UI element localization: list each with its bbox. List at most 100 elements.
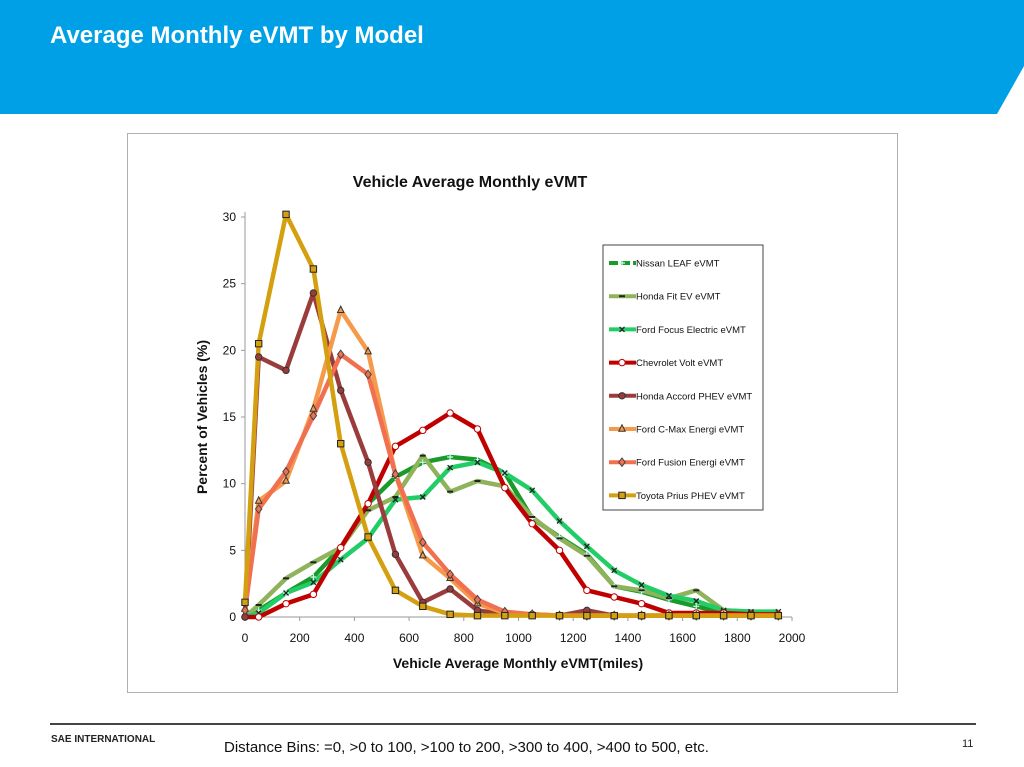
x-tick-label: 200 [290,631,310,645]
legend-marker [617,423,627,432]
x-tick-label: 800 [454,631,474,645]
data-point-honda-accord-phev-evmt [391,550,400,559]
y-tick-label: 20 [223,343,237,357]
data-point-ford-focus-electric-evmt [337,556,344,563]
data-point-toyota-prius-phev-evmt [309,265,318,273]
data-point-chevrolet-volt-evmt [282,599,290,608]
data-point-toyota-prius-phev-evmt [637,611,646,620]
distance-bins-note: Distance Bins: =0, >0 to 100, >100 to 20… [224,739,709,756]
data-point-ford-focus-electric-evmt [283,590,289,596]
data-point-chevrolet-volt-evmt [610,593,618,601]
data-point-honda-accord-phev-evmt [282,366,290,375]
data-point-ford-c-max-energi-evmt [282,475,291,484]
data-point-chevrolet-volt-evmt [583,586,591,595]
legend-marker [619,326,625,333]
data-point-chevrolet-volt-evmt [364,499,372,508]
data-point-ford-focus-electric-evmt [611,567,618,574]
data-point-nissan-leaf-evmt [310,574,317,580]
data-point-ford-c-max-energi-evmt [418,550,427,559]
slide-title: Average Monthly eVMT by Model [50,22,424,49]
data-point-toyota-prius-phev-evmt [337,439,345,448]
data-point-ford-fusion-energi-evmt [336,349,345,360]
data-point-toyota-prius-phev-evmt [583,611,591,620]
x-tick-label: 2000 [779,631,806,645]
data-point-chevrolet-volt-evmt [337,543,345,552]
legend-label-ford-focus-electric-evmt: Ford Focus Electric eVMT [636,325,746,336]
data-point-ford-fusion-energi-evmt [418,537,427,548]
legend-label-ford-c-max-energi-evmt: Ford C-Max Energi eVMT [636,425,744,436]
legend-marker [618,457,626,468]
data-point-toyota-prius-phev-evmt [692,611,700,620]
data-point-ford-fusion-energi-evmt [254,503,263,515]
data-point-ford-fusion-energi-evmt [282,466,290,477]
data-point-ford-focus-electric-evmt [310,579,317,586]
y-tick-label: 0 [229,610,236,624]
data-point-ford-focus-electric-evmt [419,494,426,500]
data-point-chevrolet-volt-evmt [501,483,509,492]
x-tick-label: 1600 [669,631,696,645]
data-point-ford-focus-electric-evmt [665,592,672,599]
x-tick-label: 0 [242,631,249,645]
data-point-ford-fusion-energi-evmt [309,410,318,421]
data-point-toyota-prius-phev-evmt [391,586,400,595]
legend-label-honda-fit-ev-evmt: Honda Fit EV eVMT [636,292,721,303]
chart-frame [127,133,898,693]
x-tick-label: 600 [399,631,419,645]
data-point-toyota-prius-phev-evmt [473,611,482,620]
legend-marker [618,392,626,400]
data-point-chevrolet-volt-evmt [555,546,564,555]
data-point-ford-focus-electric-evmt [501,470,508,476]
x-axis-label: Vehicle Average Monthly eVMT(miles) [393,655,643,671]
data-point-toyota-prius-phev-evmt [774,611,783,620]
data-point-chevrolet-volt-evmt [637,599,646,608]
data-point-ford-focus-electric-evmt [447,464,454,471]
page-number: 11 [962,738,974,750]
y-tick-label: 30 [223,210,237,224]
data-point-honda-accord-phev-evmt [254,353,263,361]
data-point-chevrolet-volt-evmt [446,409,454,417]
data-point-chevrolet-volt-evmt [309,590,318,599]
data-point-ford-fusion-energi-evmt [391,469,400,480]
title-banner [0,0,1024,114]
data-point-ford-focus-electric-evmt [529,487,536,494]
data-point-chevrolet-volt-evmt [473,425,482,433]
data-point-toyota-prius-phev-evmt [419,602,427,611]
y-axis-label: Percent of Vehicles (%) [194,340,210,494]
data-point-ford-focus-electric-evmt [638,582,645,588]
data-point-nissan-leaf-evmt [447,454,454,460]
y-tick-label: 10 [223,477,237,491]
x-tick-label: 1400 [615,631,642,645]
data-point-ford-c-max-energi-evmt [336,305,345,314]
data-point-toyota-prius-phev-evmt [364,533,372,541]
x-tick-label: 1200 [560,631,587,645]
data-point-chevrolet-volt-evmt [419,426,427,435]
data-point-honda-accord-phev-evmt [337,386,345,395]
data-point-toyota-prius-phev-evmt [241,598,249,607]
data-point-ford-focus-electric-evmt [392,496,399,503]
data-point-ford-focus-electric-evmt [693,598,700,604]
data-point-nissan-leaf-evmt [693,603,700,610]
y-tick-label: 5 [229,543,236,557]
data-point-honda-accord-phev-evmt [446,585,454,593]
legend-label-ford-fusion-energi-evmt: Ford Fusion Energi eVMT [636,458,745,469]
data-point-nissan-leaf-evmt [419,459,426,466]
data-point-chevrolet-volt-evmt [528,519,536,528]
data-point-ford-c-max-energi-evmt [254,495,263,504]
data-point-ford-c-max-energi-evmt [364,346,373,355]
x-tick-label: 1800 [724,631,751,645]
footer-divider [50,723,976,725]
organization-name: SAE INTERNATIONAL [51,734,156,745]
y-tick-label: 25 [223,277,237,291]
legend-label-honda-accord-phev-evmt: Honda Accord PHEV eVMT [636,391,752,402]
data-point-ford-focus-electric-evmt [583,543,590,550]
legend-marker [618,358,626,367]
legend-label-toyota-prius-phev-evmt: Toyota Prius PHEV eVMT [636,491,745,502]
legend-label-nissan-leaf-evmt: Nissan LEAF eVMT [636,259,720,270]
data-point-honda-accord-phev-evmt [364,458,372,467]
data-point-toyota-prius-phev-evmt [254,339,263,348]
data-point-toyota-prius-phev-evmt [719,611,728,620]
data-point-toyota-prius-phev-evmt [555,611,564,620]
data-point-toyota-prius-phev-evmt [282,210,290,219]
x-tick-label: 400 [344,631,364,645]
